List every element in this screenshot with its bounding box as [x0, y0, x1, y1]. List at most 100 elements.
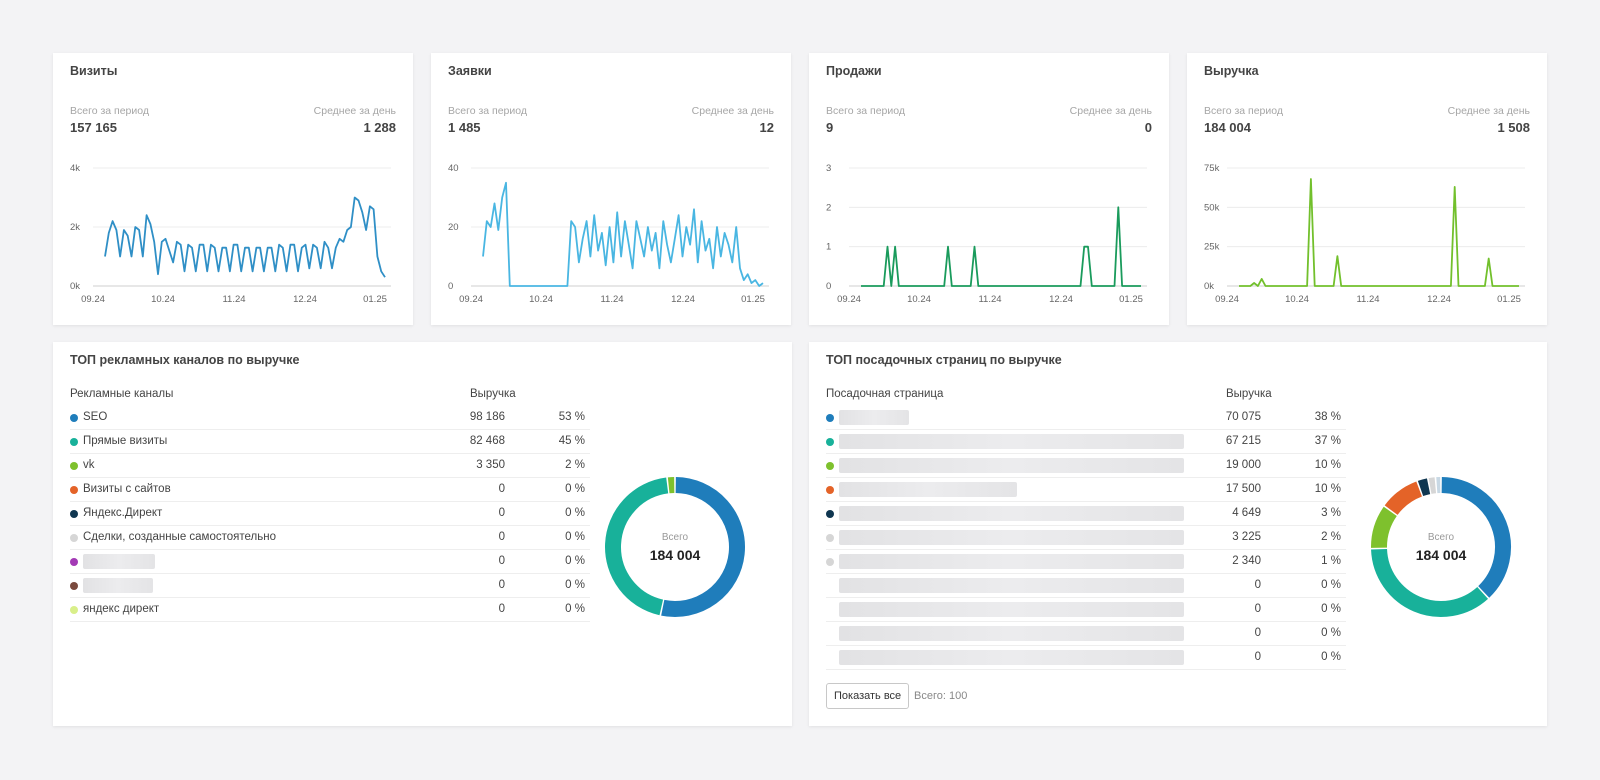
x-tick-label: 01.25	[1497, 294, 1521, 305]
redacted-name	[839, 506, 1184, 521]
row-percent: 0 %	[1321, 603, 1341, 615]
redacted-name	[839, 434, 1184, 449]
donut-slice	[1428, 477, 1437, 494]
table-row: 0 0 %	[70, 550, 590, 574]
row-percent: 0 %	[565, 555, 585, 567]
col-header-name: Рекламные каналы	[70, 388, 174, 400]
row-value: 0	[498, 507, 505, 519]
total-value: 9	[826, 120, 834, 135]
card-title: Выручка	[1204, 64, 1259, 78]
legend-dot	[70, 438, 78, 446]
y-tick-label: 2	[826, 202, 831, 213]
legend-dot	[826, 534, 834, 542]
legend-dot	[826, 438, 834, 446]
avg-value: 12	[759, 120, 774, 135]
x-tick-label: 11.24	[222, 294, 245, 305]
series-line	[104, 196, 386, 278]
row-percent: 2 %	[565, 459, 585, 471]
row-value: 0	[498, 531, 505, 543]
legend-dot	[826, 414, 834, 422]
y-tick-label: 1	[826, 242, 831, 253]
x-tick-label: 01.25	[1119, 294, 1143, 305]
line-chart: 0k 25k 50k 75k 09.24 10.24 11.24 12.24 01.25	[1204, 163, 1525, 305]
row-percent: 0 %	[1321, 579, 1341, 591]
row-percent: 0 %	[565, 531, 585, 543]
row-value: 70 075	[1225, 411, 1261, 423]
row-value: 0	[498, 603, 505, 615]
x-tick-label: 10.24	[907, 294, 931, 305]
row-percent: 0 %	[1321, 651, 1341, 663]
redacted-name	[839, 530, 1184, 545]
donut-slice	[605, 477, 669, 616]
show-all-button[interactable]: Показать все	[826, 683, 910, 709]
row-percent: 10 %	[1314, 483, 1341, 495]
row-value: 0	[498, 483, 505, 495]
row-value: 0	[1254, 651, 1261, 663]
total-value: 184 004	[1204, 120, 1251, 135]
y-tick-label: 40	[448, 163, 459, 174]
table-row: 19 000 10 %	[826, 454, 1346, 478]
row-percent: 0 %	[565, 579, 585, 591]
table-row: 0 0 %	[826, 598, 1346, 622]
donut-center-label: Всего	[661, 532, 689, 543]
row-name: SEO	[83, 411, 108, 423]
x-tick-label: 09.24	[459, 294, 483, 305]
legend-dot	[70, 414, 78, 422]
x-tick-label: 10.24	[1285, 294, 1309, 305]
legend-dot	[70, 606, 78, 614]
row-value: 3 225	[1232, 531, 1261, 543]
legend-dot	[826, 510, 834, 518]
y-tick-label: 2k	[70, 222, 80, 233]
row-value: 0	[498, 579, 505, 591]
avg-label: Среднее за день	[1447, 105, 1530, 117]
donut-center-label: Всего	[1427, 532, 1455, 543]
stat-card-visits: Визиты Всего за период Среднее за день 1…	[53, 53, 413, 325]
redacted-name	[839, 578, 1184, 593]
legend-dot	[826, 558, 834, 566]
y-tick-label: 50k	[1204, 202, 1220, 213]
avg-value: 0	[1144, 120, 1152, 135]
line-chart: 0k 2k 4k 09.24 10.24 11.24 12.24 01.25	[70, 163, 391, 305]
donut-chart	[1371, 477, 1511, 617]
x-tick-label: 11.24	[978, 294, 1001, 305]
y-tick-label: 0k	[70, 281, 80, 292]
x-tick-label: 12.24	[293, 294, 317, 305]
col-header-name: Посадочная страница	[826, 388, 944, 400]
legend-dot	[826, 462, 834, 470]
row-value: 67 215	[1225, 435, 1261, 447]
redacted-name	[839, 554, 1184, 569]
series-line	[861, 206, 1141, 287]
top-channels-card: ТОП рекламных каналов по выручке Рекламн…	[53, 342, 792, 726]
donut-chart	[605, 477, 745, 617]
x-tick-label: 09.24	[1215, 294, 1239, 305]
row-percent: 37 %	[1314, 435, 1341, 447]
y-tick-label: 4k	[70, 163, 80, 174]
table-row: 4 649 3 %	[826, 502, 1346, 526]
col-header-value: Выручка	[1226, 388, 1272, 400]
row-value: 0	[1254, 603, 1261, 615]
legend-dot	[826, 486, 834, 494]
row-percent: 0 %	[1321, 627, 1341, 639]
legend-dot	[70, 462, 78, 470]
avg-label: Среднее за день	[691, 105, 774, 117]
row-value: 0	[1254, 627, 1261, 639]
row-value: 2 340	[1232, 555, 1261, 567]
table-row: Визиты с сайтов 0 0 %	[70, 478, 590, 502]
table-row: 0 0 %	[826, 646, 1346, 670]
donut-center-value: 184 004	[1415, 547, 1467, 563]
series-line	[482, 181, 764, 287]
y-tick-label: 0	[448, 281, 453, 292]
donut-slice	[1417, 478, 1431, 497]
line-chart: 0 1 2 3 09.24 10.24 11.24 12.24 01.25	[826, 163, 1147, 305]
stat-card-requests: Заявки Всего за период Среднее за день 1…	[431, 53, 791, 325]
line-chart: 0 20 40 09.24 10.24 11.24 12.24 01.25	[448, 163, 769, 305]
legend-dot	[70, 534, 78, 542]
x-tick-label: 12.24	[1427, 294, 1451, 305]
row-percent: 45 %	[558, 435, 585, 447]
redacted-name	[83, 578, 153, 593]
table-row: 67 215 37 %	[826, 430, 1346, 454]
series-line	[1239, 178, 1519, 287]
table-row: яндекс директ 0 0 %	[70, 598, 590, 622]
x-tick-label: 11.24	[600, 294, 623, 305]
donut-slice	[1371, 548, 1489, 617]
